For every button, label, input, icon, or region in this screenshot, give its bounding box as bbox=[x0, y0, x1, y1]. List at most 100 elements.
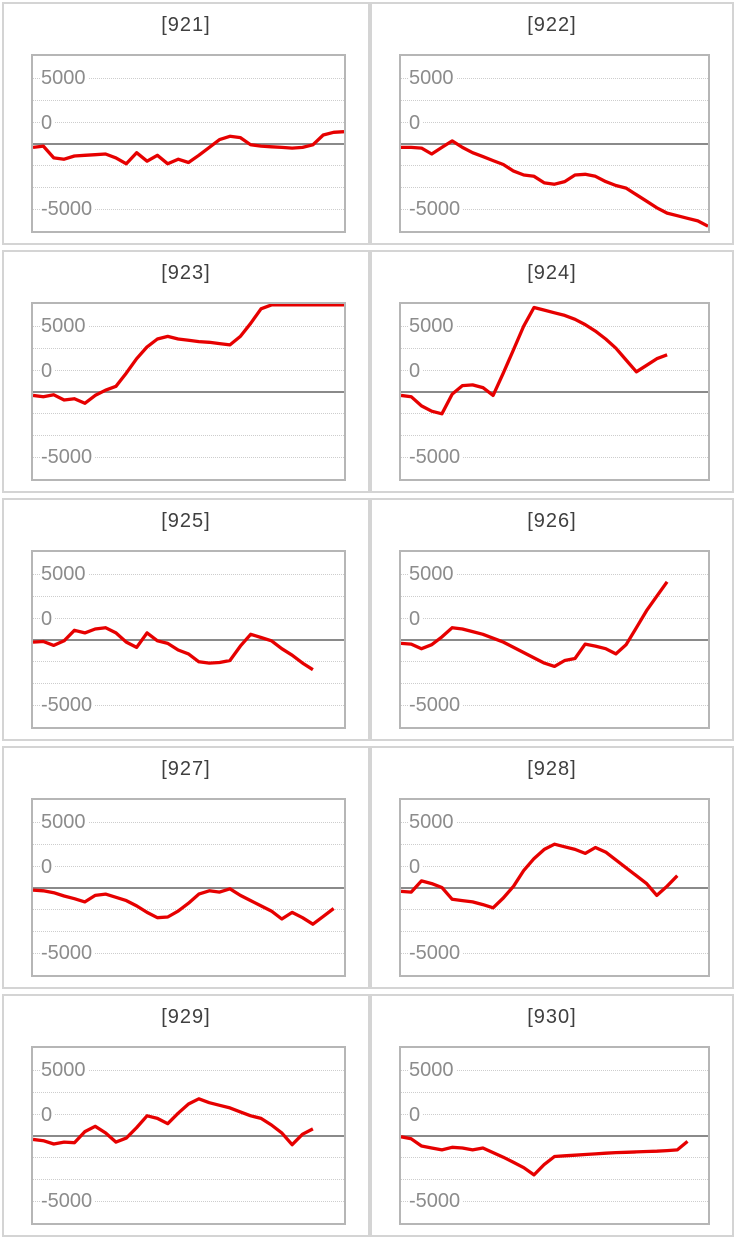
gridline-minus-1667 bbox=[33, 661, 344, 663]
slump-line bbox=[33, 305, 344, 403]
gridline-minus-5000 bbox=[401, 1201, 708, 1203]
y-tick-label-0: 0 bbox=[41, 856, 56, 877]
chart-title: [928] bbox=[527, 758, 577, 780]
chart-title: [925] bbox=[161, 510, 211, 532]
chart-title: [927] bbox=[161, 758, 211, 780]
gridline-minus-3333 bbox=[401, 1179, 708, 1181]
y-tick-label-5000: 5000 bbox=[41, 811, 89, 832]
gridline-minus-5000 bbox=[33, 1201, 344, 1203]
gridline-minus-3333 bbox=[33, 187, 344, 189]
chart-cell: [930] 5000 0 -5000 bbox=[368, 996, 732, 1235]
plot-area: 5000 0 -5000 bbox=[31, 302, 346, 481]
gridline-minus-3333 bbox=[33, 1179, 344, 1181]
gridline-1667 bbox=[33, 369, 344, 371]
gridline-minus-3333 bbox=[401, 683, 708, 685]
slump-line-chart bbox=[401, 552, 708, 727]
slump-line bbox=[33, 132, 344, 164]
slump-line bbox=[33, 1099, 313, 1145]
zero-line bbox=[33, 1134, 344, 1137]
y-tick-label-5000: 5000 bbox=[41, 315, 89, 336]
zero-line bbox=[401, 886, 708, 889]
gridline-minus-1667 bbox=[401, 165, 708, 167]
y-tick-label-0: 0 bbox=[41, 360, 56, 381]
gridline-3333 bbox=[33, 347, 344, 349]
plot-area: 5000 0 -5000 bbox=[399, 54, 710, 233]
gridline-minus-1667 bbox=[401, 909, 708, 911]
y-tick-label-minus-5000: -5000 bbox=[409, 447, 464, 468]
chart-grid-row: [927] 5000 0 -5000 [928] 5000 0 -5000 bbox=[2, 746, 734, 989]
slump-line-chart bbox=[33, 800, 344, 975]
zero-line bbox=[33, 886, 344, 889]
y-tick-label-5000: 5000 bbox=[41, 67, 89, 88]
chart-cell: [927] 5000 0 -5000 bbox=[4, 748, 368, 987]
gridline-minus-5000 bbox=[33, 457, 344, 459]
slump-line-chart bbox=[33, 304, 344, 479]
y-tick-label-minus-5000: -5000 bbox=[41, 1191, 96, 1212]
gridline-3333 bbox=[33, 595, 344, 597]
chart-grid-row: [921] 5000 0 -5000 [922] 5000 0 -5000 bbox=[2, 2, 734, 245]
y-tick-label-5000: 5000 bbox=[409, 315, 457, 336]
y-tick-label-minus-5000: -5000 bbox=[41, 199, 96, 220]
gridline-3333 bbox=[401, 1091, 708, 1093]
gridline-minus-1667 bbox=[401, 413, 708, 415]
chart-cell: [922] 5000 0 -5000 bbox=[368, 4, 732, 243]
gridline-1667 bbox=[33, 1113, 344, 1115]
zero-line bbox=[33, 638, 344, 641]
chart-cell: [921] 5000 0 -5000 bbox=[4, 4, 368, 243]
gridline-1667 bbox=[33, 865, 344, 867]
gridline-3333 bbox=[33, 1091, 344, 1093]
gridline-minus-5000 bbox=[33, 209, 344, 211]
chart-title: [926] bbox=[527, 510, 577, 532]
gridline-minus-5000 bbox=[401, 457, 708, 459]
y-tick-label-0: 0 bbox=[409, 1104, 424, 1125]
slump-line-chart bbox=[401, 56, 708, 231]
slump-line bbox=[33, 628, 313, 670]
gridline-1667 bbox=[33, 121, 344, 123]
gridline-3333 bbox=[401, 595, 708, 597]
gridline-5000 bbox=[401, 77, 708, 79]
gridline-1667 bbox=[401, 121, 708, 123]
plot-area: 5000 0 -5000 bbox=[31, 798, 346, 977]
chart-title: [921] bbox=[161, 14, 211, 36]
y-tick-label-minus-5000: -5000 bbox=[409, 199, 464, 220]
gridline-5000 bbox=[401, 573, 708, 575]
gridline-5000 bbox=[401, 821, 708, 823]
gridline-1667 bbox=[33, 617, 344, 619]
gridline-5000 bbox=[401, 1069, 708, 1071]
y-tick-label-5000: 5000 bbox=[409, 811, 457, 832]
gridline-minus-1667 bbox=[33, 413, 344, 415]
y-tick-label-0: 0 bbox=[41, 1104, 56, 1125]
gridline-minus-3333 bbox=[401, 187, 708, 189]
gridline-minus-1667 bbox=[33, 1157, 344, 1159]
y-tick-label-0: 0 bbox=[409, 856, 424, 877]
chart-grid-row: [923] 5000 0 -5000 [924] 5000 0 -5000 bbox=[2, 250, 734, 493]
chart-cell: [925] 5000 0 -5000 bbox=[4, 500, 368, 739]
plot-area: 5000 0 -5000 bbox=[399, 1046, 710, 1225]
gridline-minus-5000 bbox=[33, 953, 344, 955]
y-tick-label-5000: 5000 bbox=[409, 1059, 457, 1080]
chart-title: [930] bbox=[527, 1006, 577, 1028]
y-tick-label-minus-5000: -5000 bbox=[41, 943, 96, 964]
y-tick-label-minus-5000: -5000 bbox=[409, 943, 464, 964]
slump-line bbox=[401, 844, 677, 908]
plot-area: 5000 0 -5000 bbox=[31, 1046, 346, 1225]
gridline-minus-3333 bbox=[33, 931, 344, 933]
gridline-5000 bbox=[33, 77, 344, 79]
gridline-minus-3333 bbox=[401, 435, 708, 437]
zero-line bbox=[33, 142, 344, 145]
slump-line-chart bbox=[33, 56, 344, 231]
gridline-5000 bbox=[401, 325, 708, 327]
zero-line bbox=[401, 142, 708, 145]
gridline-minus-5000 bbox=[401, 705, 708, 707]
y-tick-label-minus-5000: -5000 bbox=[41, 695, 96, 716]
gridline-3333 bbox=[33, 843, 344, 845]
y-tick-label-0: 0 bbox=[41, 608, 56, 629]
chart-cell: [924] 5000 0 -5000 bbox=[368, 252, 732, 491]
slump-line bbox=[401, 308, 667, 414]
y-tick-label-5000: 5000 bbox=[41, 1059, 89, 1080]
plot-area: 5000 0 -5000 bbox=[399, 798, 710, 977]
gridline-minus-3333 bbox=[33, 435, 344, 437]
gridline-3333 bbox=[33, 99, 344, 101]
gridline-minus-3333 bbox=[33, 683, 344, 685]
